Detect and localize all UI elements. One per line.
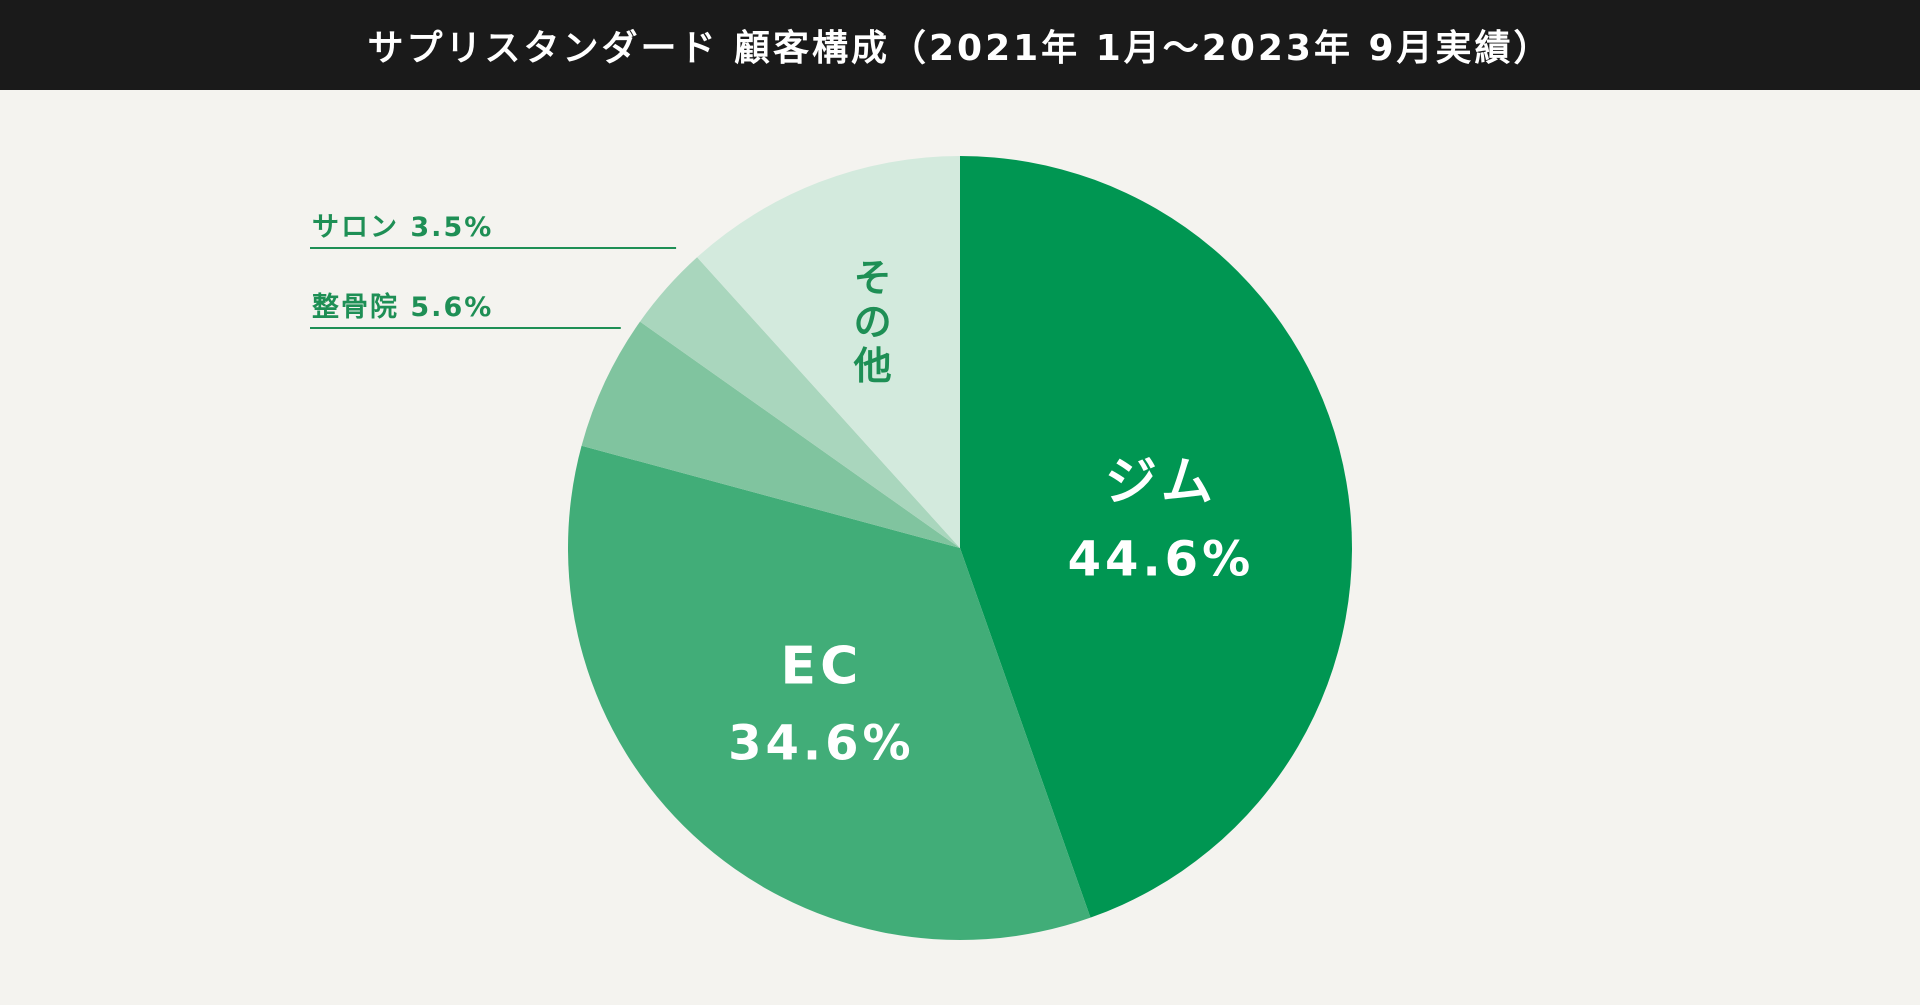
slice-label-salon: サロン 3.5% — [312, 212, 493, 243]
slice-label-char: そ — [854, 256, 892, 300]
slice-label-char: の — [854, 300, 892, 344]
slice-value-gym: 44.6% — [1068, 532, 1255, 588]
pie-slice-other — [697, 156, 960, 548]
slice-label-other: その他 — [853, 256, 892, 388]
pie-slice-seikotsu — [581, 321, 960, 548]
pie-slice-gym — [960, 156, 1352, 918]
slice-value-ec: 34.6% — [728, 715, 915, 771]
slice-label-ec: EC — [781, 636, 863, 696]
pie-slice-salon — [639, 257, 960, 548]
pie-slice-ec — [568, 445, 1091, 940]
slice-label-gym: ジム — [1105, 453, 1217, 513]
slice-label-char: 他 — [853, 344, 892, 388]
title-bar: サプリスタンダード 顧客構成（2021年 1月〜2023年 9月実績） — [0, 0, 1920, 90]
slice-label-seikotsu: 整骨院 5.6% — [312, 291, 493, 323]
chart-title: サプリスタンダード 顧客構成（2021年 1月〜2023年 9月実績） — [367, 28, 1553, 69]
